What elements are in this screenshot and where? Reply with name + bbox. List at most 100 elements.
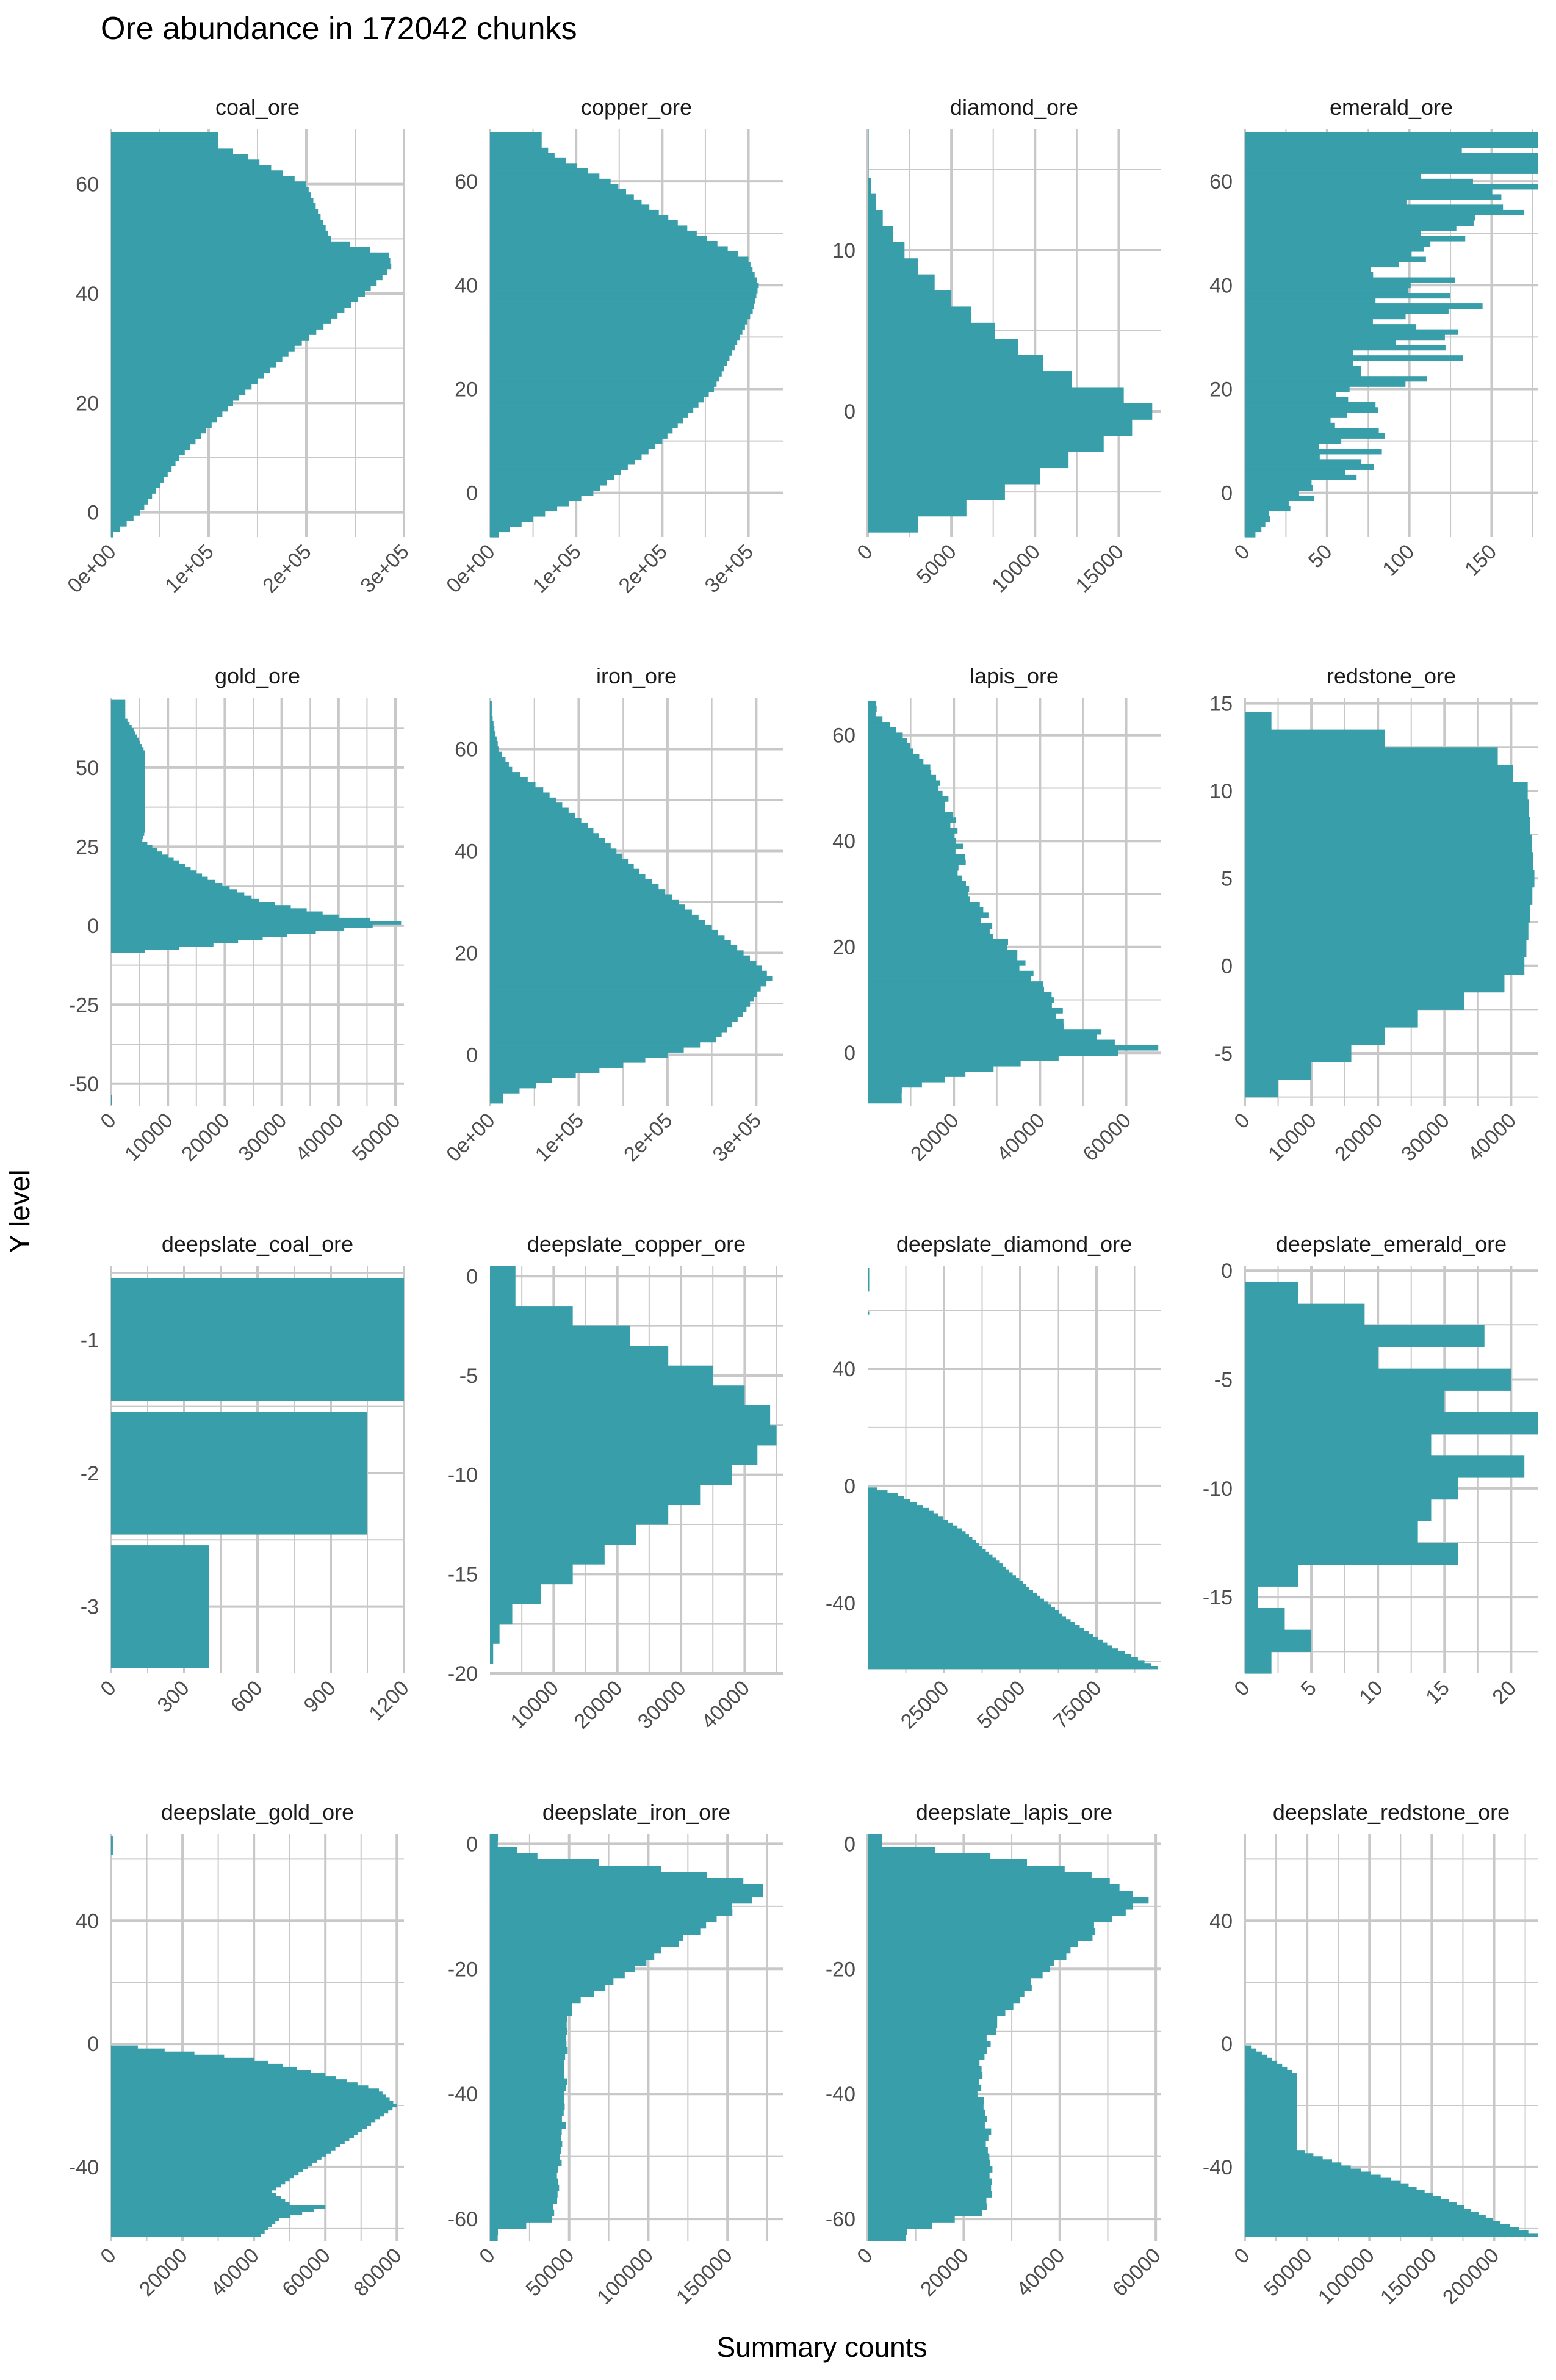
bar [1245,1651,1272,1674]
bar [868,865,959,871]
bar [1245,370,1361,377]
bar [111,477,164,483]
bar [1245,2094,1297,2098]
bar [1245,2141,1297,2144]
bar [1245,246,1424,252]
bar [868,2091,978,2097]
bar [111,2224,272,2227]
bar [868,1934,1093,1941]
bar [1245,2082,1297,2086]
bar [868,1537,973,1541]
bar [111,383,252,390]
bar [490,1866,661,1873]
bar [1245,1368,1511,1391]
bar [490,874,646,880]
bar [490,1984,606,1991]
bar [111,449,185,456]
bar [868,954,1018,961]
bar [1245,256,1426,262]
y-tick-label: 0 [87,915,99,938]
bar [1245,1542,1458,1565]
bar [490,981,767,987]
bar [111,876,208,881]
bar [1245,283,1411,289]
bar [868,1637,1098,1640]
bar [490,516,533,522]
bar [490,256,749,262]
bar [490,1966,635,1973]
bar [868,2128,992,2135]
bar [490,1884,763,1891]
bar [490,996,754,1002]
bar [1245,2091,1297,2095]
bar [1245,904,1530,923]
y-tick-label: 0 [1221,2033,1233,2056]
bar [111,864,185,868]
bar [490,1385,745,1406]
bar [1245,189,1493,195]
bar [111,225,326,231]
bar [490,1072,576,1078]
y-tick-label: 0 [87,502,99,525]
bar [111,504,145,510]
bar [868,1622,1075,1626]
bar [490,199,642,205]
bar [1245,2110,1297,2114]
bar [111,759,145,763]
bar [111,794,145,798]
bar [490,812,575,818]
facet-title: deepslate_diamond_ore [896,1231,1132,1257]
bar [1245,2088,1297,2092]
bar [111,769,145,773]
bar [868,1891,1133,1898]
bar [1245,1346,1378,1369]
bar [868,1598,1044,1603]
bar [490,1011,743,1017]
bar [868,1557,996,1561]
bar [868,801,945,807]
bar [490,2003,572,2010]
bar [111,2221,276,2224]
bar [868,2022,998,2029]
y-tick-label: 60 [455,738,478,762]
bar [490,236,707,242]
bar [490,2041,567,2047]
bar [1245,2134,1297,2138]
bar [111,2131,359,2135]
bar [1245,251,1412,258]
bar [490,137,542,143]
bar [111,318,331,324]
bar [490,511,546,517]
bar [868,1540,976,1544]
bar [111,526,120,532]
bar [111,2051,195,2055]
bar [1245,1629,1312,1652]
bar [1245,2051,1262,2055]
bar [111,488,156,494]
bar [868,500,967,517]
bar [490,1078,552,1084]
bar [490,2116,562,2122]
bar [490,225,688,231]
y-tick-label: 10 [1209,780,1233,803]
bar [111,2076,336,2080]
bar [1245,277,1455,283]
bar [868,2184,992,2191]
bar [868,210,883,227]
bar [868,1008,1063,1014]
bar [868,976,1031,982]
bar [1245,1586,1258,1609]
bar [490,986,761,992]
y-tick-label: -40 [69,2156,99,2179]
bar [490,2203,553,2210]
bar [111,1412,367,1535]
facet-title: iron_ore [596,663,677,688]
bar [868,516,918,533]
bar [868,1651,1125,1655]
facet-title: diamond_ore [950,95,1078,120]
bar [1245,2174,1381,2179]
bar [868,1282,870,1286]
bar [1245,2227,1519,2230]
bar [111,908,307,912]
bar [490,355,730,361]
